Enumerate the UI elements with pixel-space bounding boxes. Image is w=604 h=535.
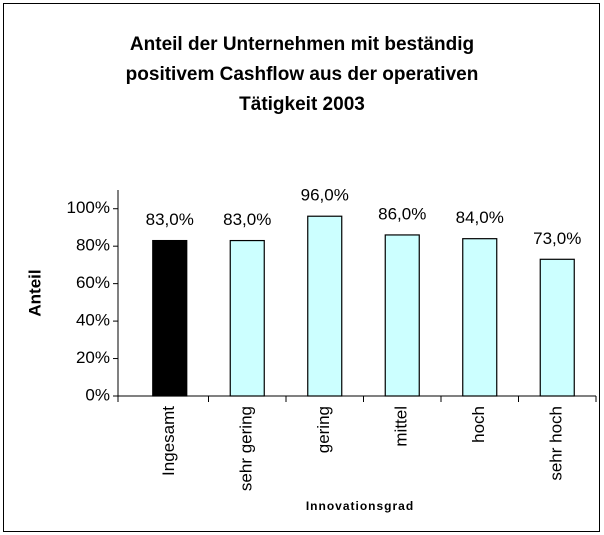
chart-title: Tätigkeit 2003: [239, 94, 365, 115]
y-tick-label: 0%: [85, 385, 110, 404]
value-label: 83,0%: [146, 210, 194, 229]
bar: [462, 238, 498, 397]
value-label: 86,0%: [378, 204, 426, 223]
bar: [539, 258, 575, 397]
y-tick-label: 40%: [76, 311, 110, 330]
bar: [152, 239, 188, 397]
x-tick-label: sehr gering: [237, 406, 256, 491]
chart-title: Anteil der Unternehmen mit beständig: [130, 34, 474, 55]
x-tick-label: gering: [314, 406, 333, 453]
value-label: 84,0%: [456, 208, 504, 227]
bar: [307, 215, 343, 397]
x-tick-label: mittel: [392, 406, 411, 447]
x-axis-label: Innovationsgrad: [306, 499, 414, 513]
y-tick-label: 80%: [76, 236, 110, 255]
y-tick-label: 20%: [76, 348, 110, 367]
bar: [229, 239, 265, 397]
value-label: 83,0%: [223, 210, 271, 229]
chart-border: [3, 3, 600, 532]
y-axis-label: Anteil: [25, 269, 44, 316]
bar: [384, 234, 420, 397]
y-tick-label: 60%: [76, 273, 110, 292]
x-tick-label: hoch: [469, 406, 488, 443]
value-label: 96,0%: [301, 186, 349, 205]
y-tick-label: 100%: [67, 198, 110, 217]
x-tick-label: Ingesamt: [159, 406, 178, 476]
x-tick-label: sehr hoch: [547, 406, 566, 481]
value-label: 73,0%: [533, 229, 581, 248]
chart-title: positivem Cashflow aus der operativen: [126, 64, 479, 85]
